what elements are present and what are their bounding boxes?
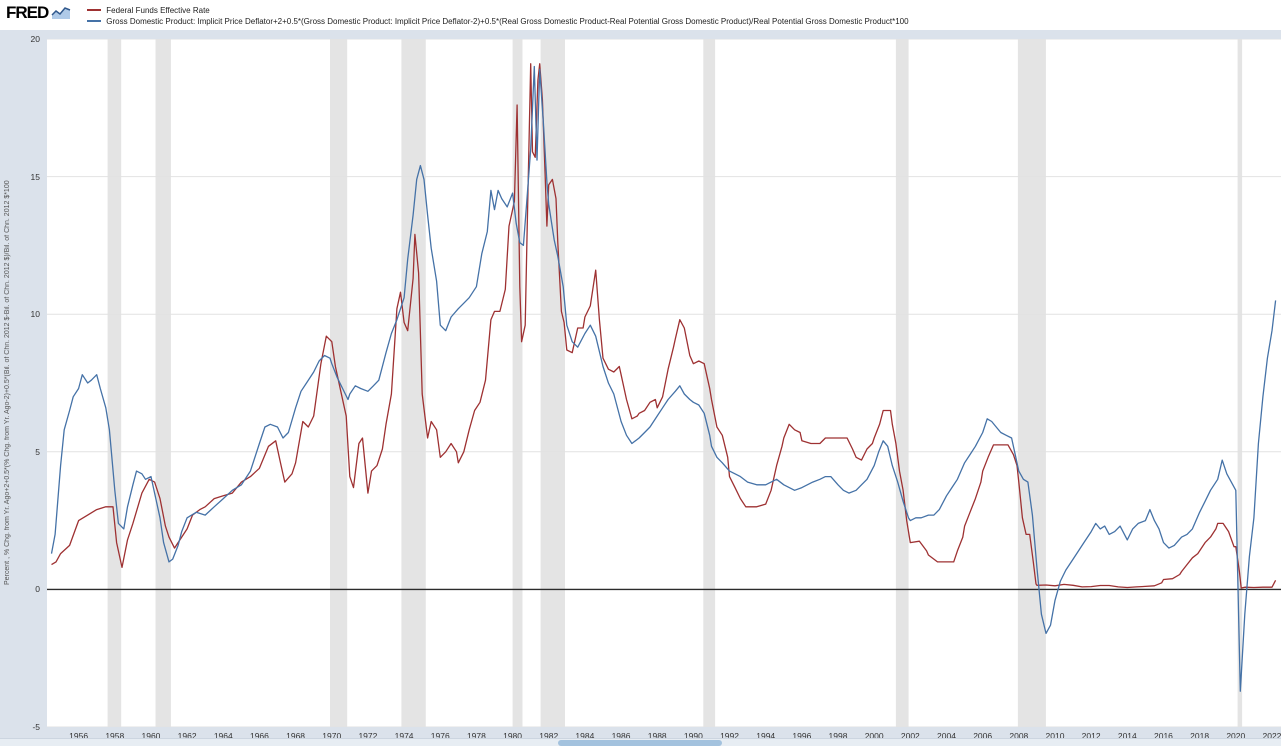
y-tick-label: 15	[30, 171, 40, 182]
y-axis-title: Percent , % Chg. from Yr. Ago+2+0.5*(% C…	[4, 180, 11, 586]
x-tick-label: 1982	[539, 731, 559, 741]
x-tick-label: 2022	[1262, 731, 1281, 741]
x-tick-label: 1980	[503, 731, 523, 741]
y-tick-label: 20	[30, 34, 40, 44]
x-tick-label: 1996	[792, 731, 812, 741]
x-tick-label: 2006	[973, 731, 993, 741]
x-tick-label: 1986	[611, 731, 631, 741]
fred-logo-chart-icon	[51, 7, 71, 19]
x-tick-label: 2000	[864, 731, 884, 741]
x-tick-label: 2008	[1009, 731, 1029, 741]
x-tick-label: 2016	[1154, 731, 1173, 741]
legend-label-fed-funds: Federal Funds Effective Rate	[106, 5, 210, 15]
x-tick-label: 2014	[1117, 731, 1137, 741]
fred-logo-text: FRED	[6, 3, 49, 22]
x-tick-label: 1964	[213, 731, 233, 741]
recession-band	[512, 39, 523, 727]
x-tick-label: 1990	[683, 731, 703, 741]
x-tick-label: 1984	[575, 731, 595, 741]
header: FRED Federal Funds Effective Rate Gross …	[0, 0, 1281, 30]
x-tick-label: 1978	[466, 731, 486, 741]
x-tick-label: 1994	[756, 731, 776, 741]
x-tick-label: 2002	[900, 731, 920, 741]
y-tick-label: 0	[35, 584, 40, 595]
x-tick-label: 2020	[1226, 731, 1246, 741]
legend-item-taylor-rule[interactable]: Gross Domestic Product: Implicit Price D…	[87, 16, 909, 26]
x-tick-label: 2004	[937, 731, 956, 741]
horizontal-scrollbar[interactable]	[0, 738, 1281, 746]
y-tick-label: -5	[32, 722, 40, 732]
x-tick-label: 1976	[430, 731, 450, 741]
recession-band	[895, 39, 909, 727]
x-tick-label: 1988	[647, 731, 667, 741]
x-tick-label: 2010	[1045, 731, 1065, 741]
x-tick-label: 2018	[1190, 731, 1210, 741]
y-tick-label: 5	[35, 446, 40, 457]
x-tick-label: 1972	[358, 731, 378, 741]
x-tick-label: 1966	[249, 731, 269, 741]
legend-line-sample-red	[87, 9, 102, 11]
x-tick-label: 1962	[177, 731, 197, 741]
recession-band	[703, 39, 716, 727]
legend-line-sample-blue	[87, 20, 102, 22]
fred-logo[interactable]: FRED	[6, 3, 71, 22]
x-tick-label: 1960	[141, 731, 161, 741]
x-tick-label: 2012	[1081, 731, 1101, 741]
x-tick-label: 1970	[322, 731, 342, 741]
x-tick-label: 1992	[720, 731, 739, 741]
series-line-taylor-rule	[50, 65, 1277, 692]
legend-item-fed-funds[interactable]: Federal Funds Effective Rate	[87, 5, 908, 15]
recession-band	[107, 39, 122, 727]
x-tick-label: 1958	[105, 731, 125, 741]
y-tick-label: 10	[30, 309, 40, 320]
recession-band	[1017, 39, 1046, 727]
x-tick-label: 1998	[828, 731, 848, 741]
x-tick-label: 1974	[394, 731, 414, 741]
series-line-fed-funds	[51, 63, 1277, 589]
recession-band	[1237, 39, 1243, 727]
legend-label-taylor-rule: Gross Domestic Product: Implicit Price D…	[106, 16, 909, 26]
x-tick-label: 1956	[69, 731, 89, 741]
x-tick-label: 1968	[286, 731, 306, 741]
scrollbar-thumb[interactable]	[558, 740, 722, 746]
legend: Federal Funds Effective Rate Gross Domes…	[87, 3, 909, 26]
chart-canvas[interactable]	[47, 39, 1281, 727]
recession-band	[155, 39, 171, 727]
plot-area[interactable]	[47, 39, 1281, 727]
